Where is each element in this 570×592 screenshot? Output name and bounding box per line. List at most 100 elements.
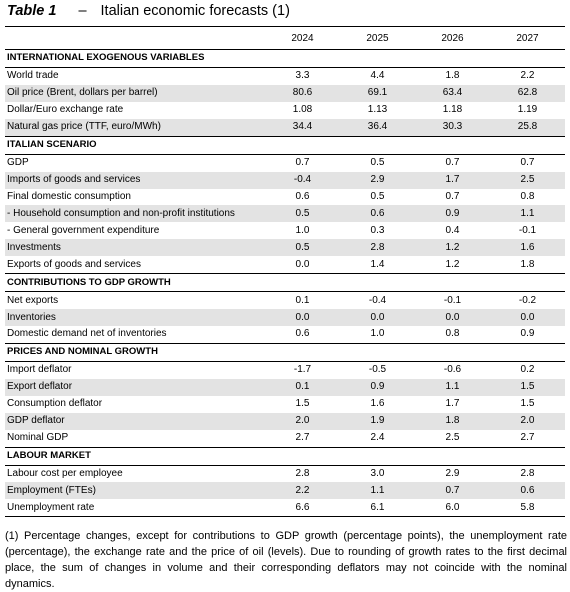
forecast-table: 2024 2025 2026 2027 INTERNATIONAL EXOGEN… [5, 26, 565, 518]
value-cell: 2.7 [295, 432, 310, 444]
value-cell: 2.7 [520, 432, 535, 444]
table-row: Domestic demand net of inventories 0.6 1.0… [5, 326, 565, 343]
value-cell: 1.5 [295, 398, 310, 410]
value-cell: 0.6 [295, 190, 310, 202]
value-cell: 2.5 [445, 432, 460, 444]
row-label: Investments [5, 239, 265, 257]
value-cell: 1.5 [490, 378, 565, 396]
value-cell: 0.0 [265, 309, 340, 326]
value-cell: 1.0 [295, 224, 310, 236]
row-label: Oil price (Brent, dollars per barrel) [5, 84, 265, 102]
table-row: Oil price (Brent, dollars per barrel) 80.… [5, 84, 565, 102]
table-row: World trade 3.3 4.4 1.8 2.2 [5, 67, 565, 84]
table-row: Import deflator -1.7 -0.5 -0.6 0.2 [5, 361, 565, 378]
row-label: - Household consumption and non-profit i… [5, 205, 265, 223]
value-cell: 34.4 [265, 118, 340, 137]
table-row: Dollar/Euro exchange rate 1.08 1.13 1.18 1.1… [5, 102, 565, 119]
value-cell: 0.7 [415, 482, 490, 500]
value-cell: 2.9 [445, 467, 460, 479]
value-cell: -1.7 [293, 364, 312, 376]
header-label-cell [5, 26, 265, 50]
value-cell: 1.6 [370, 398, 385, 410]
title-text: Italian economic forecasts (1) [100, 3, 290, 19]
row-label: Import deflator [7, 364, 72, 376]
value-cell: 0.7 [295, 157, 310, 169]
value-cell: 1.18 [442, 104, 463, 116]
table-row: - General government expenditure 1.0 0.3 0.… [5, 222, 565, 239]
value-cell: 2.8 [520, 467, 535, 479]
table-row: Export deflator 0.1 0.9 1.1 1.5 [5, 378, 565, 396]
value-cell: 0.0 [295, 258, 310, 270]
value-cell: 2.2 [520, 70, 535, 82]
value-cell: 6.1 [340, 499, 415, 518]
row-label: Net exports [7, 294, 59, 306]
row-label: - General government expenditure [7, 224, 160, 236]
header-year-cell: 2026 [415, 26, 490, 50]
header-year-cell: 2027 [490, 26, 565, 50]
value-cell: 1.2 [415, 239, 490, 257]
value-cell: 0.7 [445, 157, 460, 169]
value-cell: 5.8 [490, 499, 565, 518]
value-cell: 2.2 [265, 482, 340, 500]
value-cell: 2.0 [265, 412, 340, 430]
table-row: Inventories 0.0 0.0 0.0 0.0 [5, 309, 565, 326]
value-cell: 1.4 [370, 258, 385, 270]
value-cell: 6.0 [415, 499, 490, 518]
value-cell: 4.4 [370, 70, 385, 82]
value-cell: 2.0 [490, 412, 565, 430]
row-label: Domestic demand net of inventories [7, 328, 167, 340]
value-cell: 0.4 [445, 224, 460, 236]
value-cell: 0.9 [340, 378, 415, 396]
header-row: 2024 2025 2026 2027 [5, 26, 565, 50]
value-cell: 0.5 [265, 239, 340, 257]
value-cell: 69.1 [340, 84, 415, 102]
table-row: Imports of goods and services -0.4 2.9 1.7 2… [5, 171, 565, 189]
value-cell: 3.3 [295, 70, 310, 82]
value-cell: 1.9 [340, 412, 415, 430]
value-cell: 0.6 [340, 205, 415, 223]
value-cell: 0.2 [520, 364, 535, 376]
value-cell: 0.1 [265, 378, 340, 396]
row-label: GDP [7, 157, 29, 169]
value-cell: 1.1 [415, 378, 490, 396]
value-cell: 2.9 [340, 171, 415, 189]
value-cell: 1.2 [445, 258, 460, 270]
header-year-cell: 2025 [340, 26, 415, 50]
table-row: Nominal GDP 2.7 2.4 2.5 2.7 [5, 430, 565, 447]
value-cell: -0.2 [518, 294, 537, 306]
table-row: Investments 0.5 2.8 1.2 1.6 [5, 239, 565, 257]
table-row: Final domestic consumption 0.6 0.5 0.7 0.8 [5, 189, 565, 206]
value-cell: 0.9 [415, 205, 490, 223]
value-cell: 0.9 [520, 328, 535, 340]
footnote: (1) Percentage changes, except for contr… [5, 530, 567, 590]
value-cell: 0.8 [520, 190, 535, 202]
value-cell: 1.7 [445, 398, 460, 410]
value-cell: 2.8 [340, 239, 415, 257]
row-label: Natural gas price (TTF, euro/MWh) [5, 118, 265, 137]
table-row: Net exports 0.1 -0.4 -0.1 -0.2 [5, 292, 565, 309]
value-cell: 0.5 [370, 157, 385, 169]
section-heading: ITALIAN SCENARIO [5, 135, 565, 155]
row-label: Inventories [5, 309, 265, 326]
row-label: Nominal GDP [7, 432, 69, 444]
value-cell: 0.6 [490, 482, 565, 500]
value-cell: 63.4 [415, 84, 490, 102]
section-heading-row: CONTRIBUTIONS TO GDP GROWTH [5, 273, 565, 293]
value-cell: 0.0 [340, 309, 415, 326]
table-row: Exports of goods and services 0.0 1.4 1.2 1.… [5, 256, 565, 273]
table-row: Consumption deflator 1.5 1.6 1.7 1.5 [5, 396, 565, 413]
value-cell: 1.8 [415, 412, 490, 430]
value-cell: 1.1 [340, 482, 415, 500]
value-cell: 1.8 [520, 258, 535, 270]
row-label: World trade [7, 70, 59, 82]
row-label: Labour cost per employee [7, 467, 123, 479]
row-label: Export deflator [5, 378, 265, 396]
section-heading-row: INTERNATIONAL EXOGENOUS VARIABLES [5, 49, 565, 68]
value-cell: 2.5 [490, 171, 565, 189]
section-heading: LABOUR MARKET [5, 446, 565, 466]
section-heading: CONTRIBUTIONS TO GDP GROWTH [5, 273, 565, 293]
section-heading-row: LABOUR MARKET [5, 446, 565, 466]
value-cell: 1.0 [370, 328, 385, 340]
value-cell: 1.08 [292, 104, 313, 116]
value-cell: -0.6 [443, 364, 462, 376]
